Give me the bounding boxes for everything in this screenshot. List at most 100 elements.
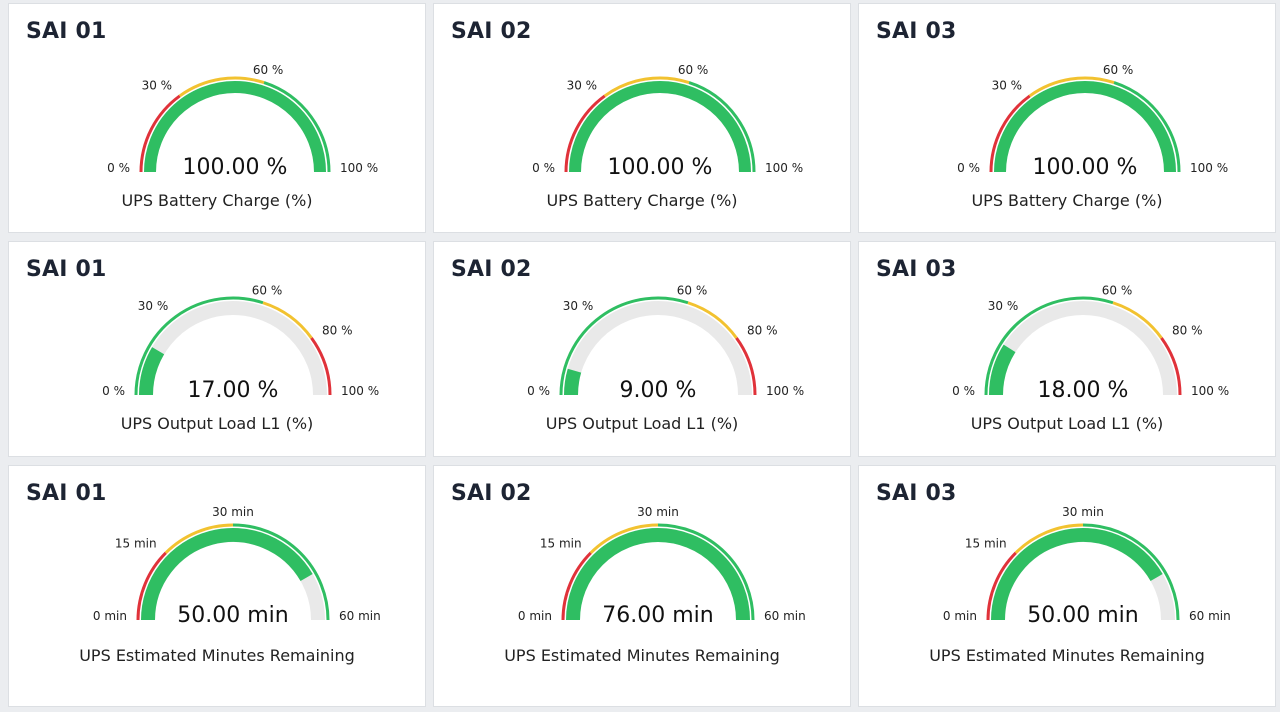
gauge-tick-label: 30 min xyxy=(212,505,254,519)
gauge-value-arc xyxy=(139,347,165,396)
gauge-tick-label: 30 min xyxy=(1062,505,1104,519)
gauge-threshold-band xyxy=(561,551,592,621)
gauge-threshold-band xyxy=(136,551,167,621)
gauge-tick-label: 80 % xyxy=(1172,323,1203,337)
gauge-panel[interactable]: SAI 01 0 % 30 % 60 % 100 % 100.00 % UPS Batt… xyxy=(8,3,426,233)
gauge-tick-label: 60 % xyxy=(253,63,284,77)
gauge-value-arc xyxy=(566,528,750,621)
gauge-tick-label: 60 % xyxy=(677,283,708,297)
panel-title: SAI 03 xyxy=(876,481,957,506)
gauge-tick-label: 60 % xyxy=(1102,283,1133,297)
gauge-threshold-band xyxy=(688,81,756,173)
gauge: 0 % 30 % 60 % 100 % 100.00 % xyxy=(532,63,803,180)
gauge-tick-label: 80 % xyxy=(747,323,778,337)
gauge-threshold-band xyxy=(984,296,1114,396)
gauge-tick-label: 30 % xyxy=(988,299,1019,313)
panel-caption: UPS Battery Charge (%) xyxy=(546,191,738,210)
gauge: 0 % 30 % 60 % 100 % 100.00 % xyxy=(957,63,1228,180)
gauge-panel[interactable]: SAI 01 0 min 15 min 30 min 60 min 50.00 min … xyxy=(8,465,426,707)
gauge-threshold-band xyxy=(1028,76,1115,98)
gauge-threshold-band xyxy=(1112,301,1163,339)
gauge-tick-label: 60 % xyxy=(678,63,709,77)
gauge-tick-label: 100 % xyxy=(1191,384,1229,398)
gauge-tick-label: 0 min xyxy=(93,609,127,623)
panel-title: SAI 03 xyxy=(876,257,957,282)
panel-title: SAI 01 xyxy=(26,481,107,506)
gauge-threshold-band xyxy=(1082,523,1180,621)
gauge-tick-label: 100 % xyxy=(341,384,379,398)
gauge-value-text: 17.00 % xyxy=(188,378,279,403)
gauge-tick-label: 0 % xyxy=(107,161,130,175)
gauge-tick-label: 100 % xyxy=(765,161,803,175)
gauge-value-text: 9.00 % xyxy=(620,378,697,403)
gauge-panel[interactable]: SAI 01 0 % 30 % 60 % 80 % 100 % 17.00 % UPS O… xyxy=(8,241,426,457)
gauge-tick-label: 0 % xyxy=(527,384,550,398)
panel-title: SAI 02 xyxy=(451,19,532,44)
gauge-threshold-band xyxy=(139,94,181,173)
gauge-tick-label: 30 % xyxy=(567,78,598,92)
gauge-tick-label: 60 min xyxy=(764,609,806,623)
gauge-value-text: 100.00 % xyxy=(1033,155,1138,180)
gauge-threshold-band xyxy=(310,337,332,396)
gauge-tick-label: 60 % xyxy=(1103,63,1134,77)
gauge-threshold-band xyxy=(735,337,757,396)
gauge-tick-label: 0 % xyxy=(952,384,975,398)
panel-caption: UPS Output Load L1 (%) xyxy=(120,414,314,433)
gauge: 0 % 30 % 60 % 80 % 100 % 9.00 % xyxy=(527,283,804,403)
gauge-tick-label: 0 min xyxy=(943,609,977,623)
gauge-tick-label: 0 % xyxy=(532,161,555,175)
panel-caption: UPS Estimated Minutes Remaining xyxy=(79,646,355,665)
gauge-tick-label: 30 % xyxy=(992,78,1023,92)
gauge-tick-label: 60 min xyxy=(339,609,381,623)
gauge-tick-label: 100 % xyxy=(1190,161,1228,175)
gauge-tick-label: 15 min xyxy=(540,537,582,551)
gauge-tick-label: 30 min xyxy=(637,505,679,519)
gauge-tick-label: 15 min xyxy=(965,537,1007,551)
panel-caption: UPS Output Load L1 (%) xyxy=(545,414,739,433)
gauge-value-text: 100.00 % xyxy=(608,155,713,180)
gauge-threshold-band xyxy=(564,94,606,173)
gauge-tick-label: 30 % xyxy=(563,299,594,313)
gauge-track xyxy=(564,301,752,396)
gauge-threshold-band xyxy=(986,551,1017,621)
gauge-panel[interactable]: SAI 03 0 % 30 % 60 % 100 % 100.00 % UPS Batt… xyxy=(858,3,1276,233)
gauge: 0 % 30 % 60 % 100 % 100.00 % xyxy=(107,63,378,180)
panel-title: SAI 01 xyxy=(26,257,107,282)
panel-title: SAI 01 xyxy=(26,19,107,44)
gauge-tick-label: 60 % xyxy=(252,283,283,297)
panel-caption: UPS Battery Charge (%) xyxy=(121,191,313,210)
panel-caption: UPS Battery Charge (%) xyxy=(971,191,1163,210)
gauge-threshold-band xyxy=(589,523,659,554)
gauge-panel[interactable]: SAI 02 0 % 30 % 60 % 80 % 100 % 9.00 % UPS Ou… xyxy=(433,241,851,457)
gauge-threshold-band xyxy=(1014,523,1084,554)
gauge-value-arc xyxy=(989,344,1016,396)
gauge-value-arc xyxy=(994,81,1176,173)
gauge-value-arc xyxy=(141,528,313,621)
gauge: 0 % 30 % 60 % 80 % 100 % 18.00 % xyxy=(952,283,1229,403)
gauge-threshold-band xyxy=(687,301,738,339)
panel-title: SAI 03 xyxy=(876,19,957,44)
gauge-tick-label: 0 % xyxy=(957,161,980,175)
gauge-threshold-band xyxy=(1113,81,1181,173)
gauge-value-text: 50.00 min xyxy=(1027,603,1138,628)
panel-caption: UPS Estimated Minutes Remaining xyxy=(929,646,1205,665)
panel-title: SAI 02 xyxy=(451,481,532,506)
gauge-threshold-band xyxy=(164,523,234,554)
gauge-threshold-band xyxy=(559,296,689,396)
gauge-value-text: 18.00 % xyxy=(1038,378,1129,403)
gauge-tick-label: 100 % xyxy=(340,161,378,175)
gauge-threshold-band xyxy=(262,301,313,339)
gauge-panel[interactable]: SAI 02 0 min 15 min 30 min 60 min 76.00 min … xyxy=(433,465,851,707)
gauge: 0 min 15 min 30 min 60 min 76.00 min xyxy=(518,505,806,628)
gauge-panel[interactable]: SAI 03 0 min 15 min 30 min 60 min 50.00 min … xyxy=(858,465,1276,707)
gauge-tick-label: 0 min xyxy=(518,609,552,623)
gauge-tick-label: 80 % xyxy=(322,323,353,337)
gauge-value-arc xyxy=(144,81,326,173)
gauge-threshold-band xyxy=(263,81,331,173)
gauge-tick-label: 0 % xyxy=(102,384,125,398)
gauge-panel[interactable]: SAI 02 0 % 30 % 60 % 100 % 100.00 % UPS Batt… xyxy=(433,3,851,233)
gauge-panel[interactable]: SAI 03 0 % 30 % 60 % 80 % 100 % 18.00 % UPS O… xyxy=(858,241,1276,457)
gauge-threshold-band xyxy=(178,76,265,98)
gauge-value-text: 50.00 min xyxy=(177,603,288,628)
